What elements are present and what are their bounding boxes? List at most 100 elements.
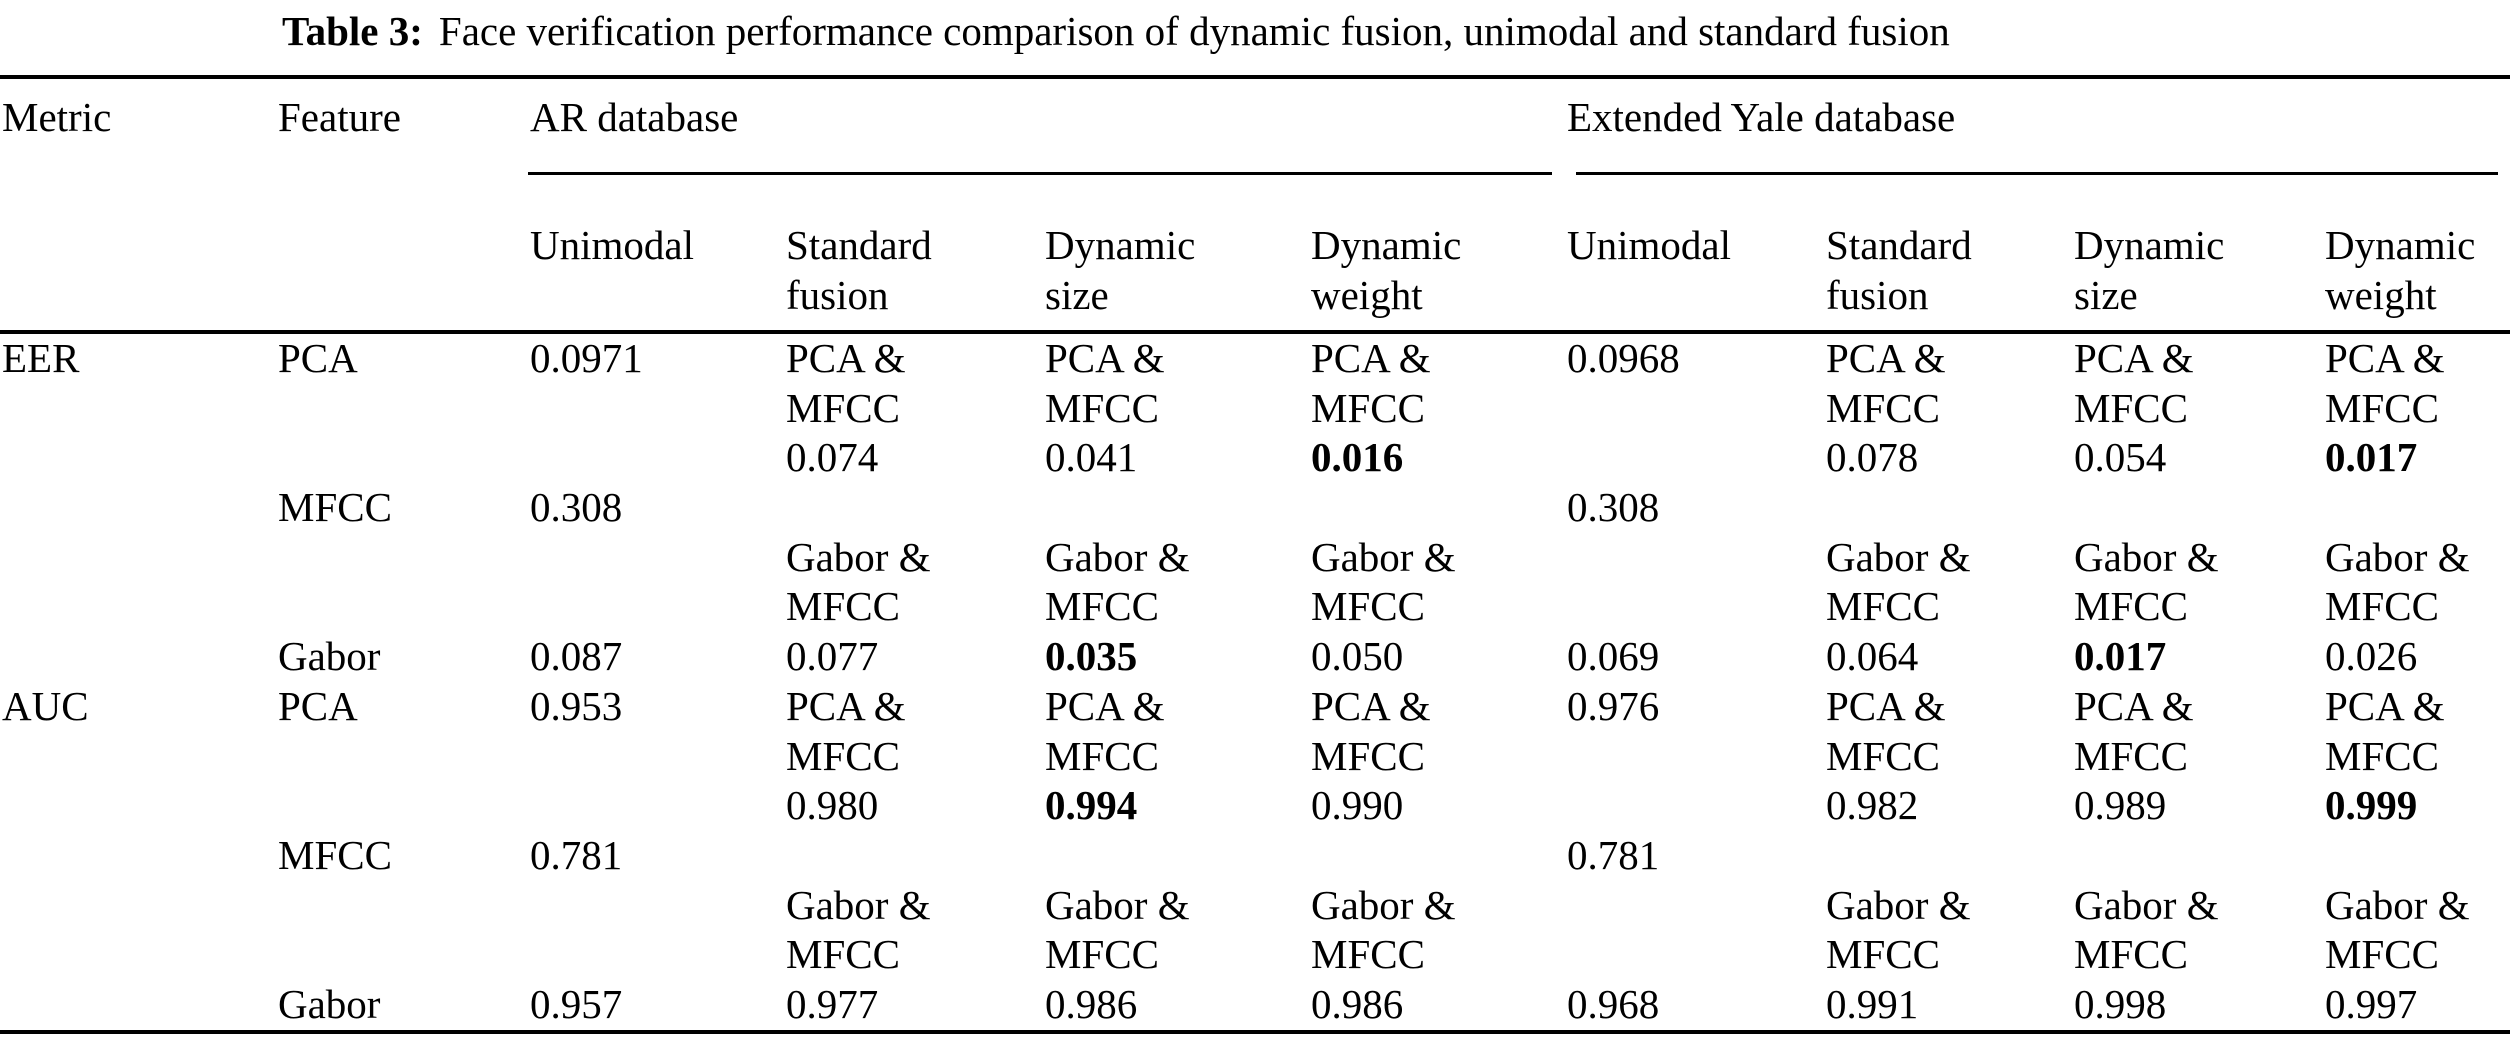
fusion-pair-label: Gabor & [1311, 881, 1456, 928]
fusion-pair-label: MFCC [1311, 583, 1425, 630]
subcol-header-label: fusion [786, 271, 889, 318]
fusion-pair-label: Gabor & [786, 533, 931, 580]
fusion-pair-label: Gabor & [2074, 533, 2219, 580]
subcol-header-label: fusion [1826, 271, 1929, 318]
fusion-pair-label: MFCC [2325, 384, 2439, 431]
feature-label: Gabor [278, 633, 381, 680]
feature-label: PCA [278, 335, 358, 381]
fusion-value: 0.016 [1311, 434, 1404, 481]
fusion-pair-label: MFCC [2325, 732, 2439, 779]
fusion-pair-label: MFCC [786, 732, 900, 779]
fusion-pair-label: PCA & [2074, 335, 2194, 381]
fusion-pair-label: Gabor & [786, 881, 931, 928]
fusion-pair-label: MFCC [2325, 931, 2439, 978]
fusion-pair-label: MFCC [2074, 583, 2188, 630]
fusion-pair-label: MFCC [2074, 384, 2188, 431]
subcol-header-label: Standard [786, 222, 932, 268]
table-caption-number: Table 3: [282, 8, 423, 54]
feature-label: MFCC [278, 484, 392, 531]
feature-label: Gabor [278, 980, 381, 1027]
subcol-header-ar-dynamic-weight: Dynamic weight [1309, 175, 1565, 330]
subcol-header-yale-dynamic-size: Dynamic size [2072, 175, 2323, 330]
fusion-pair-label: PCA & [2325, 682, 2445, 729]
subcol-header-label: weight [1311, 271, 1423, 318]
subcol-header-label: size [1045, 271, 1109, 318]
value-cell-unimodal: 0.0971 [530, 335, 643, 381]
subcol-header-label: weight [2325, 271, 2437, 318]
subcol-header-ar-unimodal: Unimodal [528, 175, 784, 330]
value-cell-unimodal: 0.087 [530, 633, 623, 680]
subcol-header-yale-unimodal: Unimodal [1565, 175, 1824, 330]
value-cell-unimodal: 0.976 [1567, 682, 1660, 729]
table-caption-text: Face verification performance comparison… [438, 8, 1950, 54]
fusion-pair-label: MFCC [1826, 931, 1940, 978]
fusion-value: 0.990 [1311, 782, 1404, 829]
rule-bottom [0, 1029, 2510, 1034]
fusion-pair-label: PCA & [1826, 682, 1946, 729]
value-cell-unimodal: 0.308 [530, 484, 623, 531]
value-cell-unimodal: 0.953 [530, 682, 623, 729]
fusion-pair-label: MFCC [2325, 583, 2439, 630]
fusion-pair-label: MFCC [1311, 384, 1425, 431]
subcol-header-label: Unimodal [530, 222, 694, 268]
fusion-value: 0.982 [1826, 782, 1919, 829]
fusion-value: 0.064 [1826, 633, 1919, 680]
col-header-metric: Metric [2, 94, 112, 140]
subcol-header-ar-dynamic-size: Dynamic size [1043, 175, 1309, 330]
value-cell-unimodal: 0.968 [1567, 980, 1660, 1027]
value-cell-unimodal: 0.0968 [1567, 335, 1680, 381]
value-cell-unimodal: 0.069 [1567, 633, 1660, 680]
fusion-pair-label: MFCC [1826, 583, 1940, 630]
fusion-pair-label: MFCC [1045, 384, 1159, 431]
subcol-header-label: size [2074, 271, 2138, 318]
results-table: Metric Feature AR database Extended Yale… [0, 75, 2510, 1034]
feature-label: PCA [278, 682, 358, 729]
fusion-pair-label: Gabor & [2325, 533, 2470, 580]
fusion-pair-label: PCA & [2325, 335, 2445, 381]
fusion-value: 0.989 [2074, 782, 2167, 829]
fusion-value: 0.994 [1045, 782, 1138, 829]
subcol-header-yale-standard-fusion: Standard fusion [1824, 175, 2072, 330]
value-cell-unimodal: 0.308 [1567, 484, 1660, 531]
subcol-header-label: Dynamic [2325, 222, 2476, 268]
fusion-pair-label: PCA & [1311, 682, 1431, 729]
fusion-pair-label: MFCC [1826, 732, 1940, 779]
subcol-header-label: Dynamic [1045, 222, 1196, 268]
subcol-header-label: Unimodal [1567, 222, 1731, 268]
fusion-value: 0.986 [1045, 980, 1138, 1027]
metric-label-auc: AUC [2, 682, 89, 729]
fusion-pair-label: Gabor & [1311, 533, 1456, 580]
fusion-value: 0.074 [786, 434, 879, 481]
fusion-value: 0.035 [1045, 633, 1138, 680]
fusion-pair-label: MFCC [1826, 384, 1940, 431]
fusion-pair-label: Gabor & [2325, 881, 2470, 928]
table-caption: Table 3: Face verification performance co… [282, 6, 2510, 56]
subcol-header-label: Dynamic [1311, 222, 1462, 268]
fusion-pair-label: Gabor & [1045, 881, 1190, 928]
subcol-header-label: Dynamic [2074, 222, 2225, 268]
fusion-value: 0.997 [2325, 980, 2418, 1027]
fusion-value: 0.980 [786, 782, 879, 829]
group-header-ar-database: AR database [530, 94, 739, 140]
fusion-pair-label: MFCC [2074, 931, 2188, 978]
rule-top [0, 75, 2510, 79]
fusion-value: 0.054 [2074, 434, 2167, 481]
fusion-pair-label: MFCC [786, 583, 900, 630]
fusion-pair-label: PCA & [1311, 335, 1431, 381]
value-cell-unimodal: 0.781 [1567, 831, 1660, 878]
value-cell-unimodal: 0.781 [530, 831, 623, 878]
fusion-pair-label: PCA & [2074, 682, 2194, 729]
fusion-pair-label: MFCC [786, 384, 900, 431]
fusion-pair-label: MFCC [1311, 732, 1425, 779]
fusion-pair-label: MFCC [2074, 732, 2188, 779]
fusion-pair-label: MFCC [1045, 931, 1159, 978]
subcol-header-ar-standard-fusion: Standard fusion [784, 175, 1043, 330]
fusion-pair-label: PCA & [1826, 335, 1946, 381]
fusion-pair-label: PCA & [1045, 682, 1165, 729]
metric-label-eer: EER [2, 335, 80, 381]
fusion-pair-label: MFCC [786, 931, 900, 978]
feature-label: MFCC [278, 831, 392, 878]
fusion-value: 0.078 [1826, 434, 1919, 481]
fusion-pair-label: MFCC [1045, 583, 1159, 630]
